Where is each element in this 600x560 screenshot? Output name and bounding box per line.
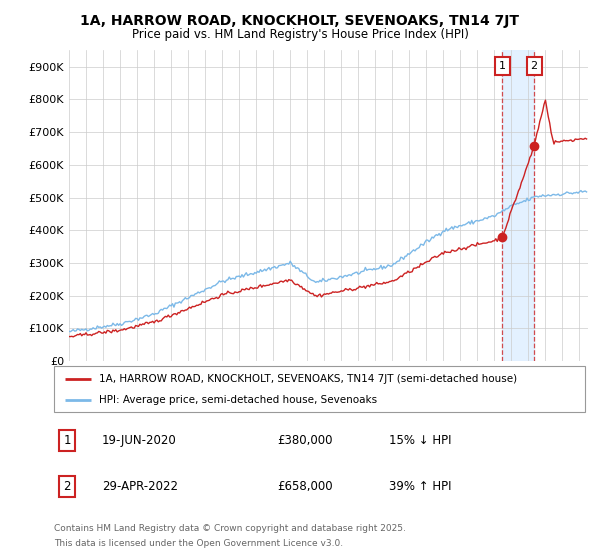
Text: 19-JUN-2020: 19-JUN-2020 [102, 434, 176, 447]
Text: 1A, HARROW ROAD, KNOCKHOLT, SEVENOAKS, TN14 7JT: 1A, HARROW ROAD, KNOCKHOLT, SEVENOAKS, T… [80, 14, 520, 28]
Text: 1: 1 [64, 434, 71, 447]
Text: 39% ↑ HPI: 39% ↑ HPI [389, 480, 451, 493]
Text: £380,000: £380,000 [277, 434, 332, 447]
Bar [502, 50, 534, 361]
Text: 15% ↓ HPI: 15% ↓ HPI [389, 434, 451, 447]
Text: 2: 2 [64, 480, 71, 493]
Text: 2: 2 [530, 61, 538, 71]
Text: HPI: Average price, semi-detached house, Sevenoaks: HPI: Average price, semi-detached house,… [99, 395, 377, 405]
Text: £658,000: £658,000 [277, 480, 332, 493]
Text: 1A, HARROW ROAD, KNOCKHOLT, SEVENOAKS, TN14 7JT (semi-detached house): 1A, HARROW ROAD, KNOCKHOLT, SEVENOAKS, T… [99, 374, 517, 384]
Text: This data is licensed under the Open Government Licence v3.0.: This data is licensed under the Open Gov… [54, 539, 343, 548]
Text: Price paid vs. HM Land Registry's House Price Index (HPI): Price paid vs. HM Land Registry's House … [131, 28, 469, 41]
Text: 29-APR-2022: 29-APR-2022 [102, 480, 178, 493]
FancyBboxPatch shape [54, 366, 585, 412]
Text: Contains HM Land Registry data © Crown copyright and database right 2025.: Contains HM Land Registry data © Crown c… [54, 524, 406, 533]
Text: 1: 1 [499, 61, 506, 71]
